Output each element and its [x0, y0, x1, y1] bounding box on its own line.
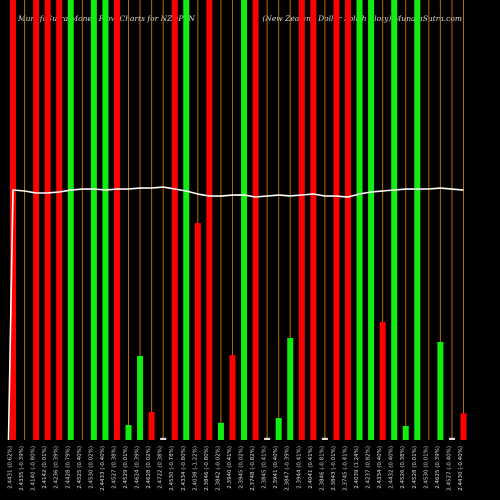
x-tick-label: 2.4625 (0.39%) [435, 446, 441, 489]
bar [460, 413, 467, 440]
x-tick-label: 2.3940 (0.41%) [227, 446, 233, 489]
x-tick-label: 2.4039 (1.24%) [354, 446, 360, 489]
x-tick-label: 2.4428 (0.79%) [65, 446, 71, 489]
bar [402, 425, 409, 440]
bar [217, 422, 224, 440]
x-tick-label: 2.4038 (-1.22%) [192, 446, 198, 491]
x-tick-label: 2.3945 (0.02%) [239, 446, 245, 489]
x-tick-label: 2.4527 (0.38%) [111, 446, 117, 489]
x-tick-label: 2.3845 (0.41%) [262, 446, 268, 489]
bar [44, 0, 51, 440]
bar [287, 337, 294, 440]
x-tick-label: 2.4525 (0.40%) [77, 446, 83, 489]
x-tick-label: 2.4432 (0.40%) [389, 446, 395, 489]
bar [148, 411, 155, 440]
x-tick-label: 2.4722 (0.38%) [158, 446, 164, 489]
x-tick-label: 2.4433 (-0.40%) [100, 446, 106, 491]
x-tick-label: 2.3748 (-0.82%) [250, 446, 256, 491]
bar [183, 0, 190, 440]
x-tick-label: 2.3847 (-0.39%) [285, 446, 291, 491]
x-tick-label: 2.3745 (-0.41%) [342, 446, 348, 491]
bar [171, 0, 178, 440]
bar [125, 425, 132, 440]
x-tick-label: 2.4140 (-0.80%) [31, 446, 37, 491]
bar [90, 0, 97, 440]
bar [368, 0, 375, 440]
x-tick-label: 2.3842 (-0.02%) [215, 446, 221, 491]
x-tick-label: 2.4624 (0.39%) [135, 446, 141, 489]
x-tick-label: 2.4237 (0.82%) [366, 446, 372, 489]
price-line [7, 186, 464, 441]
x-tick-label: 2.4628 (0.02%) [146, 446, 152, 489]
bar [206, 0, 213, 440]
x-tick-label: 2.4430 (-0.40%) [458, 446, 464, 491]
x-tick-label: 2.4530 (0.02%) [88, 446, 94, 489]
bar [448, 437, 455, 440]
bar [194, 223, 201, 440]
bar [275, 418, 282, 440]
x-tick-label: 2.4530 (0.01%) [423, 446, 429, 489]
x-tick-label: 2.3843 (-0.01%) [331, 446, 337, 491]
x-tick-label: 2.4528 (0.01%) [412, 446, 418, 489]
x-tick-label: 2.3941 (0.40%) [273, 446, 279, 489]
x-tick-label: 2.3944 (0.41%) [296, 446, 302, 489]
bar [310, 0, 317, 440]
x-tick-label: 2.3846 (-0.80%) [204, 446, 210, 491]
x-tick-label: 2.4527 (-0.40%) [446, 446, 452, 491]
bar [113, 0, 120, 440]
bar [241, 0, 248, 440]
bar [437, 341, 444, 440]
bar [391, 0, 398, 440]
x-axis-labels: 2.4431 (0.62%) 2.4335 (-0.39%) 2.4140 (-0.… [8, 446, 465, 491]
bar [356, 0, 363, 440]
x-tick-label: 2.4431 (0.62%) [8, 446, 14, 489]
bar [137, 355, 144, 440]
bar [33, 0, 40, 440]
x-tick-label: 2.4526 (0.38%) [400, 446, 406, 489]
bar [321, 437, 328, 440]
bar [67, 0, 74, 440]
bar [264, 437, 271, 440]
x-tick-label: 2.4530 (-0.78%) [169, 446, 175, 491]
x-tick-label: 2.4334 (-0.80%) [181, 446, 187, 491]
bar [414, 0, 421, 440]
x-tick-label: 2.4142 (0.01%) [42, 446, 48, 489]
bar [379, 322, 386, 440]
bar [333, 0, 340, 440]
bar [160, 437, 167, 440]
bar [229, 355, 236, 440]
x-tick-label: 2.4334 (0.40%) [377, 446, 383, 489]
x-tick-label: 2.4529 (0.01%) [123, 446, 129, 489]
bar [56, 0, 63, 440]
x-tick-label: 2.4041 (0.41%) [308, 446, 314, 489]
bar [298, 0, 305, 440]
bar [344, 0, 351, 440]
bar [102, 0, 109, 440]
x-tick-label: 2.4236 (0.39%) [54, 446, 60, 489]
x-tick-label: 2.4335 (-0.39%) [19, 446, 25, 491]
x-tick-label: 2.3846 (-0.81%) [319, 446, 325, 491]
bar [252, 0, 259, 440]
